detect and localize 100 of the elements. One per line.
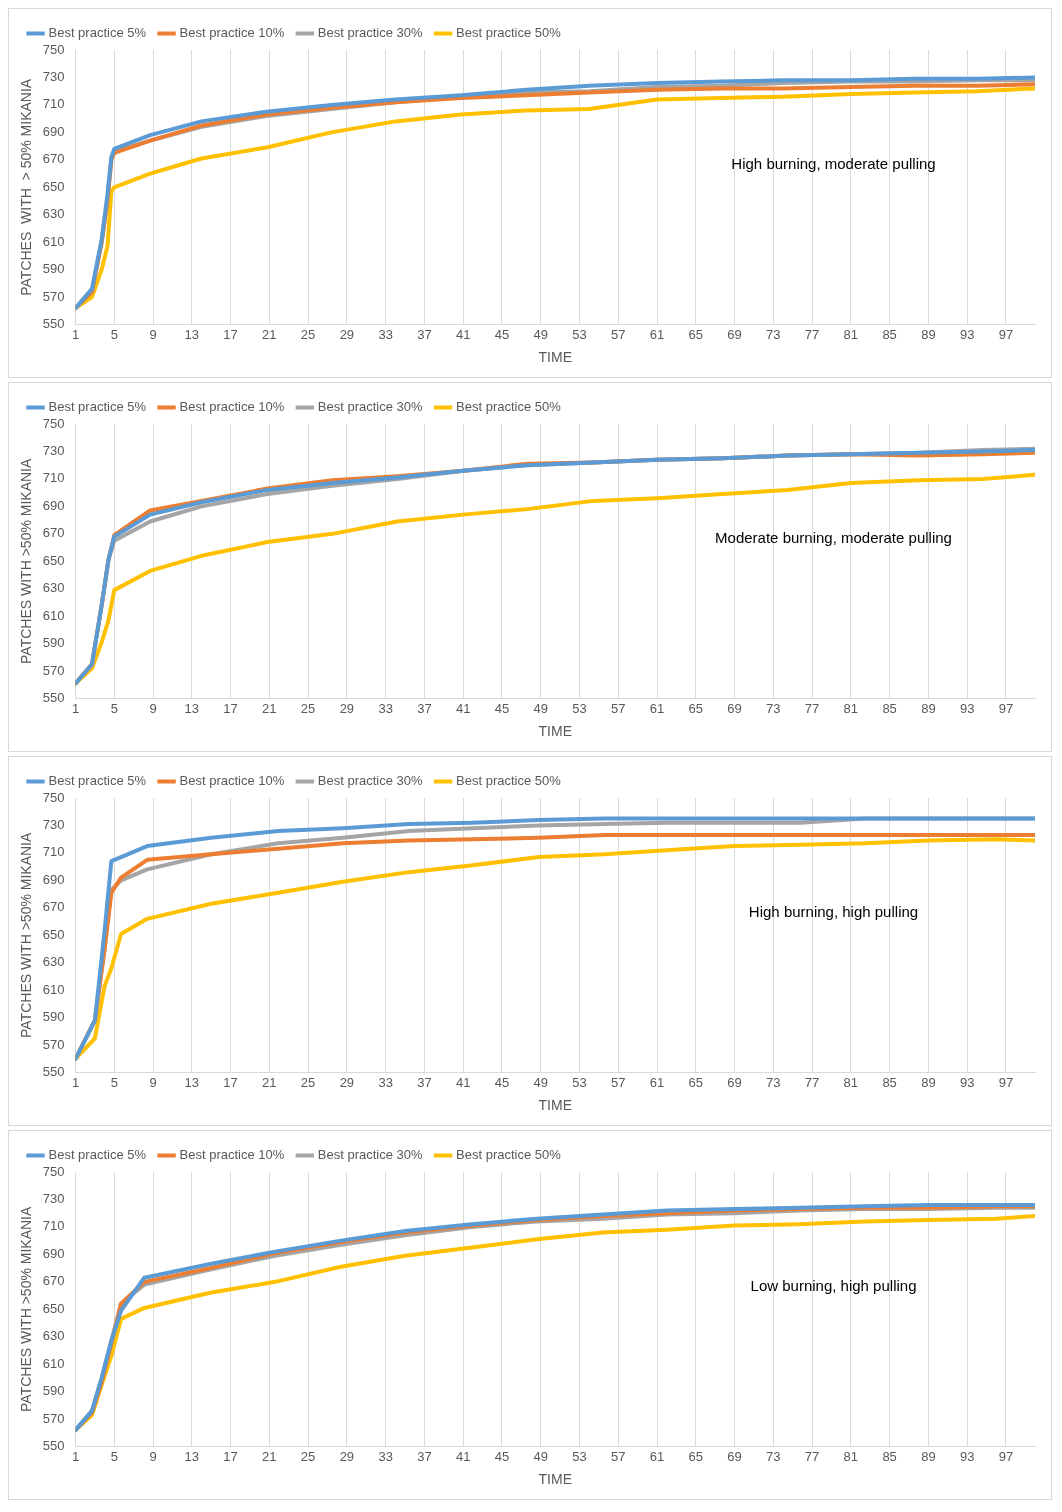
legend-label: Best practice 50% bbox=[456, 1147, 562, 1163]
x-tick-label: 97 bbox=[998, 700, 1014, 716]
y-tick-label: 550 bbox=[42, 690, 65, 706]
x-tick-label: 53 bbox=[572, 326, 587, 342]
y-tick-label: 750 bbox=[42, 789, 65, 805]
legend-label: Best practice 10% bbox=[179, 399, 285, 415]
x-tick-label: 17 bbox=[223, 1448, 238, 1464]
x-tick-label: 21 bbox=[262, 700, 277, 716]
x-tick-label: 33 bbox=[378, 1448, 393, 1464]
x-tick-label: 41 bbox=[455, 700, 471, 716]
y-axis-title: PATCHES WITH >50% MIKANIA bbox=[18, 832, 35, 1038]
x-tick-label: 97 bbox=[998, 1448, 1014, 1464]
y-tick-label: 610 bbox=[42, 607, 65, 623]
x-tick-label: 61 bbox=[649, 1448, 665, 1464]
x-tick-label: 37 bbox=[417, 1074, 432, 1090]
y-tick-label: 650 bbox=[42, 178, 65, 194]
legend-label: Best practice 5% bbox=[48, 773, 147, 789]
y-tick-label: 690 bbox=[42, 871, 65, 887]
x-tick-label: 77 bbox=[804, 326, 820, 342]
x-tick-label: 29 bbox=[339, 700, 355, 716]
x-tick-label: 9 bbox=[149, 326, 157, 342]
legend-label: Best practice 10% bbox=[179, 773, 285, 789]
x-tick-label: 93 bbox=[959, 1448, 975, 1464]
x-tick-label: 49 bbox=[533, 1074, 548, 1090]
y-tick-label: 630 bbox=[42, 580, 65, 596]
y-tick-label: 730 bbox=[42, 817, 65, 833]
x-tick-label: 69 bbox=[727, 326, 742, 342]
x-tick-label: 69 bbox=[727, 700, 742, 716]
y-tick-label: 670 bbox=[42, 1273, 65, 1289]
y-tick-label: 690 bbox=[42, 497, 65, 513]
y-tick-label: 570 bbox=[42, 1410, 65, 1426]
legend-label: Best practice 50% bbox=[456, 25, 562, 41]
y-tick-label: 690 bbox=[42, 123, 65, 139]
x-tick-label: 9 bbox=[149, 1448, 157, 1464]
x-tick-label: 97 bbox=[998, 326, 1014, 342]
y-tick-label: 570 bbox=[42, 662, 65, 678]
x-tick-label: 57 bbox=[611, 326, 626, 342]
x-tick-label: 17 bbox=[223, 700, 238, 716]
y-tick-label: 550 bbox=[42, 1438, 65, 1454]
x-tick-label: 21 bbox=[262, 326, 277, 342]
x-tick-label: 53 bbox=[572, 1448, 587, 1464]
legend-label: Best practice 50% bbox=[456, 399, 562, 415]
x-tick-label: 49 bbox=[533, 700, 548, 716]
x-tick-label: 89 bbox=[921, 700, 936, 716]
x-tick-label: 17 bbox=[223, 326, 238, 342]
x-tick-label: 53 bbox=[572, 700, 587, 716]
x-tick-label: 5 bbox=[110, 700, 118, 716]
x-tick-label: 81 bbox=[843, 700, 859, 716]
y-tick-label: 750 bbox=[42, 41, 65, 57]
x-tick-label: 1 bbox=[71, 1448, 80, 1464]
x-tick-label: 49 bbox=[533, 1448, 548, 1464]
legend-label: Best practice 30% bbox=[317, 25, 424, 41]
y-tick-label: 590 bbox=[42, 635, 65, 651]
x-tick-label: 49 bbox=[533, 326, 548, 342]
legend-label: Best practice 50% bbox=[456, 773, 562, 789]
legend-label: Best practice 30% bbox=[317, 1147, 424, 1163]
x-axis-title: TIME bbox=[538, 1471, 572, 1488]
x-tick-label: 93 bbox=[959, 1074, 975, 1090]
x-tick-label: 73 bbox=[766, 1448, 781, 1464]
x-tick-label: 57 bbox=[611, 1074, 626, 1090]
x-tick-label: 33 bbox=[378, 700, 393, 716]
y-tick-label: 730 bbox=[42, 69, 65, 85]
x-tick-label: 33 bbox=[378, 326, 393, 342]
x-tick-label: 57 bbox=[611, 700, 626, 716]
annotation: Moderate burning, moderate pulling bbox=[715, 529, 952, 547]
x-axis-title: TIME bbox=[538, 723, 572, 740]
x-tick-label: 57 bbox=[611, 1448, 626, 1464]
legend-label: Best practice 30% bbox=[317, 773, 424, 789]
x-tick-label: 65 bbox=[688, 326, 704, 342]
y-tick-label: 670 bbox=[42, 525, 65, 541]
x-tick-label: 17 bbox=[223, 1074, 238, 1090]
x-tick-label: 37 bbox=[417, 700, 432, 716]
annotation: High burning, high pulling bbox=[748, 903, 919, 921]
y-tick-label: 730 bbox=[42, 443, 65, 459]
x-tick-label: 81 bbox=[843, 1074, 859, 1090]
legend-label: Best practice 10% bbox=[179, 1147, 285, 1163]
x-tick-label: 61 bbox=[649, 700, 665, 716]
x-tick-label: 5 bbox=[110, 1074, 118, 1090]
x-tick-label: 13 bbox=[184, 700, 200, 716]
annotation: High burning, moderate pulling bbox=[731, 155, 936, 173]
x-tick-label: 77 bbox=[804, 1448, 820, 1464]
x-tick-label: 21 bbox=[262, 1448, 277, 1464]
x-tick-label: 65 bbox=[688, 1074, 704, 1090]
x-tick-label: 85 bbox=[882, 326, 897, 342]
y-tick-label: 590 bbox=[42, 1383, 65, 1399]
x-tick-label: 29 bbox=[339, 1074, 355, 1090]
x-tick-label: 25 bbox=[300, 1448, 316, 1464]
y-tick-label: 710 bbox=[42, 1218, 65, 1234]
x-tick-label: 5 bbox=[110, 326, 118, 342]
legend-label: Best practice 5% bbox=[48, 399, 147, 415]
y-tick-label: 610 bbox=[42, 1355, 65, 1371]
y-axis-title: PATCHES WITH > 50% MIKANIA bbox=[18, 78, 35, 296]
x-tick-label: 13 bbox=[184, 1074, 200, 1090]
x-tick-label: 73 bbox=[766, 326, 781, 342]
x-tick-label: 9 bbox=[149, 1074, 157, 1090]
x-axis-title: TIME bbox=[538, 349, 572, 366]
y-tick-label: 750 bbox=[42, 415, 65, 431]
y-tick-label: 650 bbox=[42, 552, 65, 568]
y-tick-label: 750 bbox=[42, 1163, 65, 1179]
x-tick-label: 81 bbox=[843, 1448, 859, 1464]
